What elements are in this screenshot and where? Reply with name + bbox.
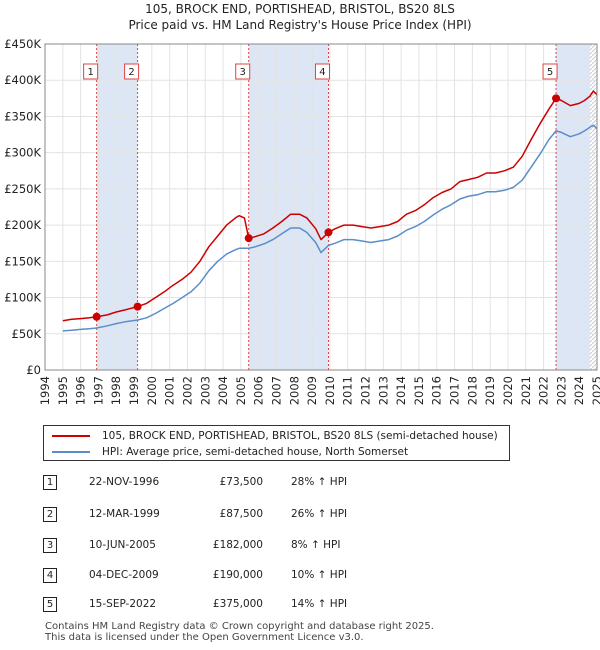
sale-point (324, 228, 333, 237)
transaction-number-badge: 1 (43, 475, 57, 490)
sale-label: 1 (87, 67, 93, 78)
transaction-hpi-change: 8% ↑ HPI (291, 539, 341, 551)
legend-item-property: 105, BROCK END, PORTISHEAD, BRISTOL, BS2… (52, 428, 498, 443)
forecast-hatch (589, 44, 597, 370)
transaction-date: 15-SEP-2022 (89, 598, 157, 610)
transaction-number-badge: 2 (43, 507, 57, 522)
y-tick-label: £50K (12, 327, 42, 341)
x-tick-label: 2018 (465, 376, 479, 405)
chart-subtitle: Price paid vs. HM Land Registry's House … (128, 18, 472, 32)
x-tick-label: 2005 (234, 376, 248, 405)
legend-swatch-property (52, 434, 90, 437)
footer-copyright: Contains HM Land Registry data © Crown c… (45, 621, 434, 632)
sale-label-box (83, 63, 99, 80)
transaction-row: 5 15-SEP-2022 £375,000 14% ↑ HPI (43, 597, 463, 613)
chart-title: 105, BROCK END, PORTISHEAD, BRISTOL, BS2… (145, 2, 455, 16)
transaction-number-badge: 3 (43, 538, 57, 553)
plot-frame (44, 43, 598, 371)
transaction-number-badge: 5 (43, 597, 57, 612)
transaction-number-badge: 4 (43, 568, 57, 583)
transaction-date: 12-MAR-1999 (89, 508, 160, 520)
transaction-hpi-change: 10% ↑ HPI (291, 569, 348, 581)
x-tick-label: 1995 (56, 376, 70, 405)
footer-license: This data is licensed under the Open Gov… (45, 632, 364, 643)
transaction-price: £73,500 (219, 476, 263, 488)
x-tick-label: 2017 (448, 376, 462, 405)
x-tick-label: 2022 (537, 376, 551, 405)
x-tick-label: 1997 (91, 376, 105, 405)
sale-label: 5 (547, 67, 553, 78)
transaction-hpi-change: 26% ↑ HPI (291, 508, 348, 520)
sale-label: 3 (240, 67, 246, 78)
x-tick-label: 2001 (163, 376, 177, 405)
x-tick-label: 2014 (394, 376, 408, 405)
x-tick-label: 1998 (109, 376, 123, 405)
sale-label-box (124, 63, 140, 80)
y-tick-label: £250K (4, 182, 41, 196)
y-tick-label: £350K (4, 109, 41, 123)
legend-swatch-hpi (52, 450, 90, 453)
transaction-date: 04-DEC-2009 (89, 569, 159, 581)
transaction-hpi-change: 14% ↑ HPI (291, 598, 348, 610)
x-tick-label: 2015 (412, 376, 426, 405)
y-tick-label: £300K (4, 146, 41, 160)
y-tick-label: £0 (26, 363, 41, 377)
x-tick-label: 2012 (359, 376, 373, 405)
sale-label-box (542, 63, 558, 80)
hpi-line (62, 124, 598, 332)
x-tick-label: 2006 (252, 376, 266, 405)
transaction-price: £182,000 (212, 539, 263, 551)
y-tick-label: £150K (4, 254, 41, 268)
y-tick-label: £450K (4, 37, 41, 51)
transaction-price: £190,000 (212, 569, 263, 581)
legend-label-hpi: HPI: Average price, semi-detached house,… (102, 445, 409, 458)
sale-point (552, 94, 561, 103)
x-tick-label: 1996 (74, 376, 88, 405)
sale-label-box (235, 63, 251, 80)
x-tick-label: 2009 (305, 376, 319, 405)
transaction-row: 2 12-MAR-1999 £87,500 26% ↑ HPI (43, 507, 463, 523)
shaded-period (248, 44, 329, 370)
sale-label: 2 (128, 67, 134, 78)
transaction-date: 22-NOV-1996 (89, 476, 160, 488)
sale-point (92, 312, 101, 321)
sale-label: 4 (319, 67, 325, 78)
sale-label-box (314, 63, 330, 80)
x-tick-label: 2003 (198, 376, 212, 405)
y-tick-label: £200K (4, 218, 41, 232)
x-tick-label: 2013 (376, 376, 390, 405)
y-tick-label: £100K (4, 291, 41, 305)
y-tick-label: £400K (4, 73, 41, 87)
x-tick-label: 1999 (127, 376, 141, 405)
transaction-price: £375,000 (212, 598, 263, 610)
x-tick-label: 2023 (554, 376, 568, 405)
x-tick-label: 2010 (323, 376, 337, 405)
x-tick-label: 2011 (341, 376, 355, 405)
transaction-row: 3 10-JUN-2005 £182,000 8% ↑ HPI (43, 538, 463, 554)
x-tick-label: 2021 (519, 376, 533, 405)
transaction-price: £87,500 (219, 508, 263, 520)
transaction-row: 4 04-DEC-2009 £190,000 10% ↑ HPI (43, 568, 463, 584)
x-tick-label: 1994 (38, 376, 52, 405)
x-tick-label: 2004 (216, 376, 230, 405)
x-tick-label: 2002 (180, 376, 194, 405)
transaction-hpi-change: 28% ↑ HPI (291, 476, 348, 488)
x-tick-label: 2000 (145, 376, 159, 405)
x-tick-label: 2024 (572, 376, 586, 405)
sale-point (133, 302, 142, 311)
transaction-row: 1 22-NOV-1996 £73,500 28% ↑ HPI (43, 475, 463, 491)
x-tick-label: 2007 (269, 376, 283, 405)
x-tick-label: 2016 (430, 376, 444, 405)
legend: 105, BROCK END, PORTISHEAD, BRISTOL, BS2… (43, 425, 510, 461)
legend-item-hpi: HPI: Average price, semi-detached house,… (52, 444, 408, 459)
x-tick-label: 2020 (501, 376, 515, 405)
x-tick-label: 2025 (590, 376, 600, 405)
transaction-date: 10-JUN-2005 (89, 539, 156, 551)
x-tick-label: 2019 (483, 376, 497, 405)
legend-label-property: 105, BROCK END, PORTISHEAD, BRISTOL, BS2… (102, 429, 498, 442)
x-tick-label: 2008 (287, 376, 301, 405)
sale-point (244, 234, 253, 243)
